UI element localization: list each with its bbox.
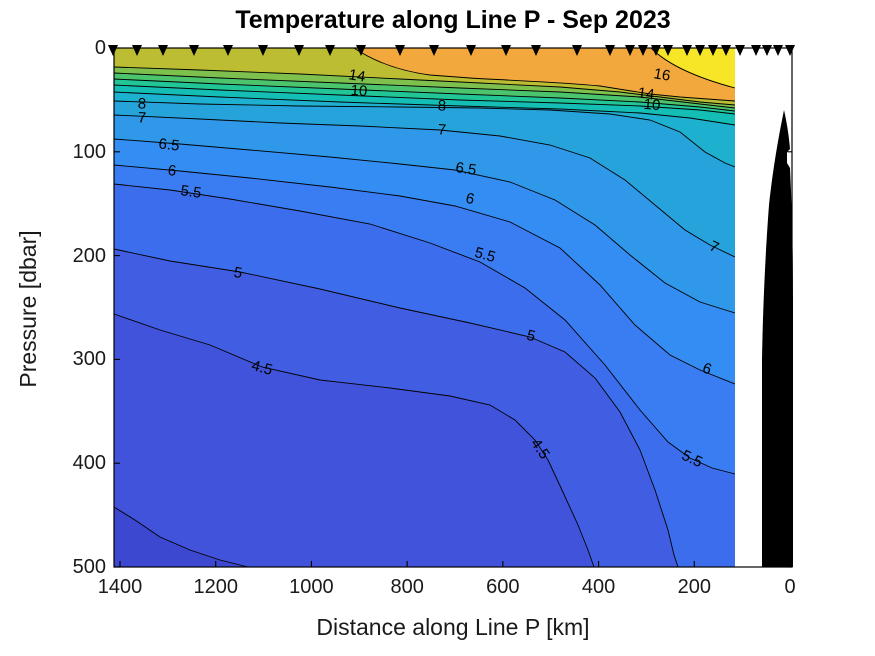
station-marker-icon xyxy=(132,45,142,56)
y-tick-label-100: 100 xyxy=(72,140,106,163)
x-tick-label-0: 0 xyxy=(784,576,796,598)
contour-label-6.5: 6.5 xyxy=(157,135,181,155)
station-marker-icon xyxy=(751,45,761,56)
station-marker-icon xyxy=(325,45,335,56)
station-marker-icon xyxy=(501,45,511,56)
station-marker-icon xyxy=(773,45,783,56)
contour-label-16: 16 xyxy=(652,65,672,85)
bathymetry-mask xyxy=(762,110,793,567)
x-tick-label-1400: 1400 xyxy=(97,576,143,598)
x-tick-label-400: 400 xyxy=(581,576,616,598)
station-marker-icon xyxy=(682,45,692,56)
contour-band-fills xyxy=(114,48,735,567)
station-marker-icon xyxy=(708,45,718,56)
contour-label-10: 10 xyxy=(350,81,368,101)
station-marker-icon xyxy=(108,45,118,56)
station-marker-icon xyxy=(735,45,745,56)
x-tick-label-600: 600 xyxy=(486,576,520,598)
contour-label-6.5: 6.5 xyxy=(454,159,478,179)
station-marker-icon xyxy=(466,45,476,56)
station-marker-icon xyxy=(605,45,615,56)
y-tick-label-0: 0 xyxy=(94,37,106,59)
station-marker-icon xyxy=(189,45,199,56)
station-marker-icon xyxy=(294,45,304,56)
y-tick-label-200: 200 xyxy=(72,244,106,267)
contour-lines xyxy=(113,47,736,568)
station-marker-icon xyxy=(223,45,233,56)
station-marker-icon xyxy=(572,45,582,56)
y-tick-label-500: 500 xyxy=(72,556,106,578)
station-marker-icon xyxy=(695,45,705,56)
station-marker-icon xyxy=(531,45,541,56)
station-marker-icon xyxy=(258,45,268,56)
contour-band->16 xyxy=(114,48,735,88)
contour-band-14-16 xyxy=(114,48,735,101)
station-marker-icon xyxy=(356,45,366,56)
station-marker-icon xyxy=(651,45,661,56)
contour-label-5.5: 5.5 xyxy=(179,182,203,202)
chart-title: Temperature along Line P - Sep 2023 xyxy=(235,6,671,34)
station-marker-icon xyxy=(638,45,648,56)
x-tick-label-1000: 1000 xyxy=(289,576,334,598)
station-markers xyxy=(108,45,795,56)
station-marker-icon xyxy=(625,45,635,56)
contour-label-7: 7 xyxy=(437,121,447,139)
station-marker-icon xyxy=(785,45,795,56)
x-axis-label: Distance along Line P [km] xyxy=(316,614,590,640)
station-marker-icon xyxy=(158,45,168,56)
x-tick-label-1200: 1200 xyxy=(193,576,238,598)
y-axis-label: Pressure [dbar] xyxy=(15,230,41,388)
contour-label-6: 6 xyxy=(166,162,178,180)
y-tick-label-300: 300 xyxy=(72,348,106,371)
station-marker-icon xyxy=(395,45,405,56)
contour-label-7: 7 xyxy=(137,109,147,127)
station-marker-icon xyxy=(663,45,673,56)
x-tick-label-200: 200 xyxy=(677,576,711,598)
y-tick-label-400: 400 xyxy=(72,452,106,475)
station-marker-icon xyxy=(721,45,731,56)
contour-label-8: 8 xyxy=(437,97,447,115)
contour-label-10: 10 xyxy=(642,95,662,115)
x-tick-label-800: 800 xyxy=(390,576,424,598)
station-marker-icon xyxy=(762,45,772,56)
station-marker-icon xyxy=(429,45,439,56)
